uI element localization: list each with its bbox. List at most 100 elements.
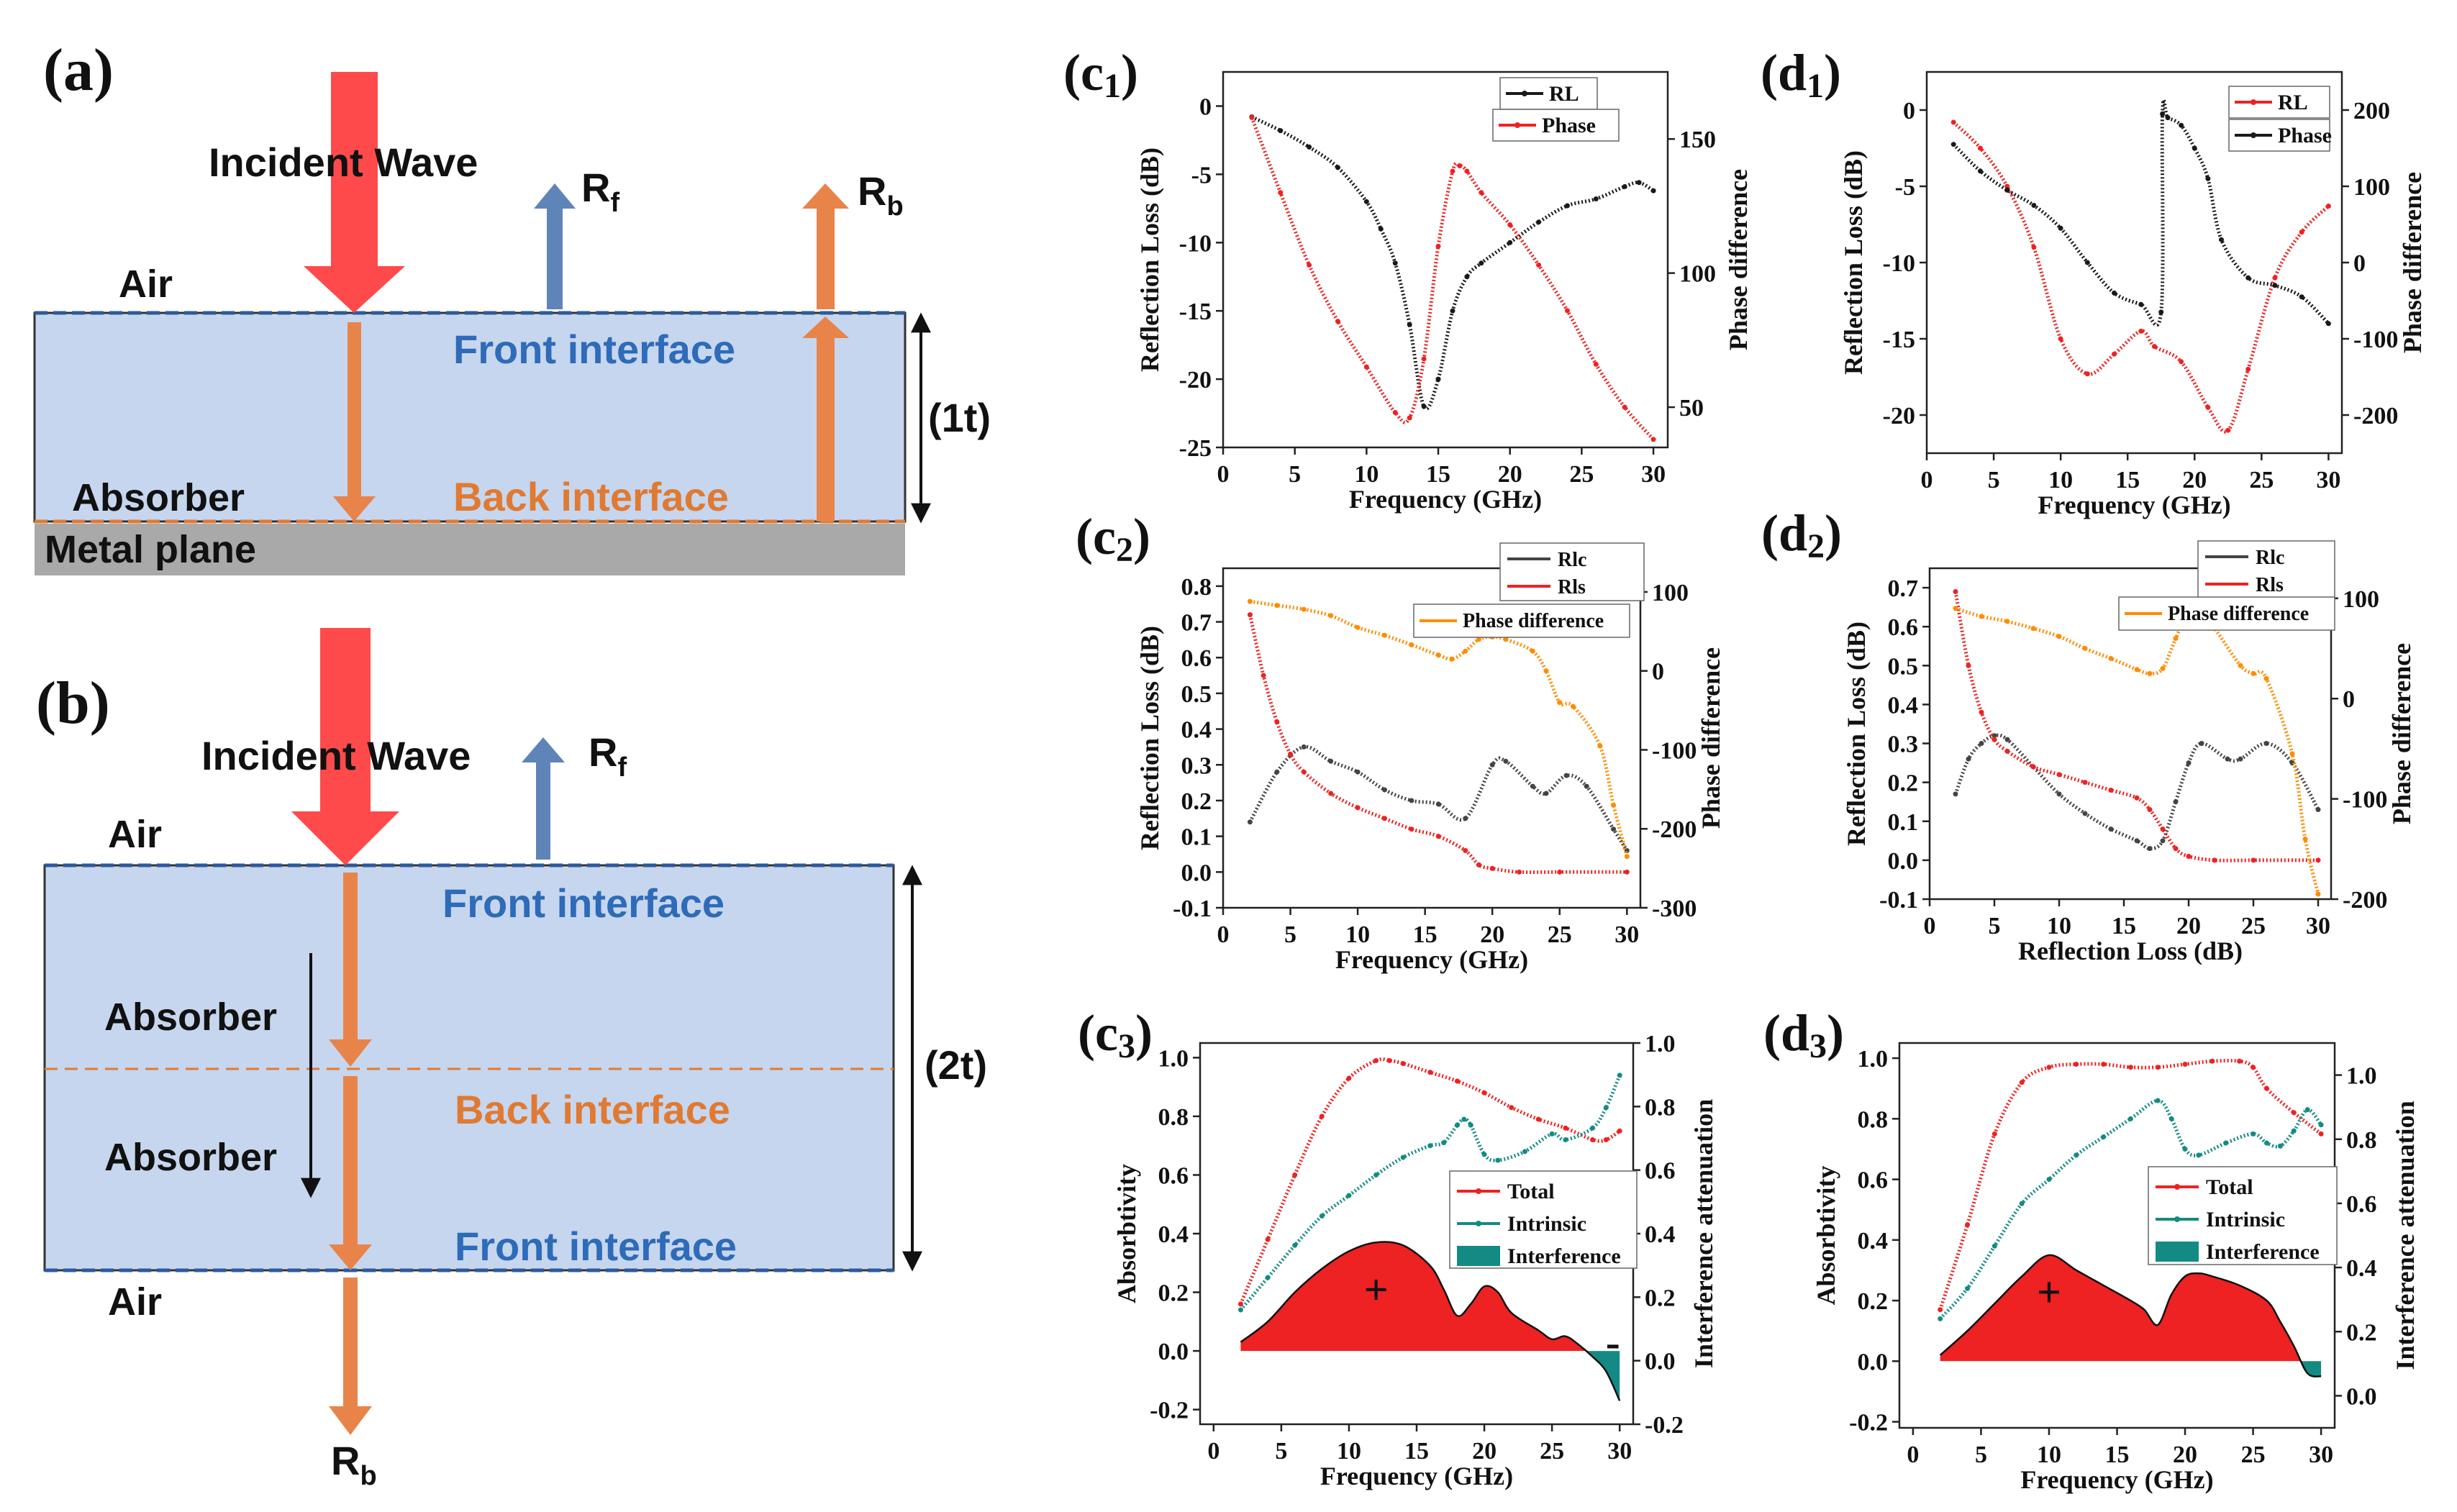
chart-label-d1: (d1) <box>1761 44 1841 105</box>
data-point <box>2158 309 2164 315</box>
chart-label-d2: (d2) <box>1761 504 1842 565</box>
data-point <box>1549 1131 1555 1137</box>
data-point <box>1590 1125 1596 1131</box>
data-point <box>1564 203 1570 209</box>
data-point <box>1953 588 1958 594</box>
y2-axis-label: Phase difference <box>1724 169 1753 350</box>
y-tick-label: -10 <box>1883 250 1915 277</box>
data-point <box>2046 1065 2052 1070</box>
transmitted-arrow-1 <box>329 873 372 1067</box>
y-tick-label: -20 <box>1179 367 1212 393</box>
air-text: Air <box>119 263 173 306</box>
data-point <box>2058 336 2063 342</box>
y-axis-label: Reflection Loss (dB) <box>1842 621 1871 846</box>
data-point <box>2056 791 2062 797</box>
data-point <box>2151 344 2157 350</box>
data-point <box>1468 1122 1473 1128</box>
data-point <box>1409 798 1414 803</box>
data-point <box>2245 366 2251 372</box>
chart-c2: (c2) 0 5 10 15 20 25 30 0.8 0.7 0.6 0.5 0.4 0.3 0.2 0.1… <box>1076 508 1725 974</box>
series-line-rls <box>1953 591 2318 862</box>
interference-area-positive <box>1240 1242 1586 1352</box>
data-point <box>1328 758 1334 764</box>
x-tick-label: 20 <box>2176 913 2201 939</box>
y-tick-label: -0.2 <box>1849 1410 1888 1436</box>
y-tick-label: -5 <box>1191 162 1212 188</box>
data-point <box>2004 737 2010 742</box>
legend-label: Phase <box>2278 124 2332 147</box>
y-tick-label: -25 <box>1179 435 1212 462</box>
data-point <box>2245 275 2251 281</box>
data-point <box>1464 168 1470 174</box>
x-tick-label: 25 <box>2241 913 2266 939</box>
data-point <box>2289 751 2295 757</box>
data-point <box>1636 180 1642 186</box>
data-point <box>2108 826 2114 832</box>
data-point <box>2315 891 2321 897</box>
data-point <box>2196 1152 2202 1158</box>
data-point <box>1328 791 1334 796</box>
y-tick-label: -10 <box>1179 230 1212 257</box>
y-axis-label: Reflection Loss (dB) <box>1135 147 1164 372</box>
plot-frame <box>1222 70 1669 449</box>
data-point <box>2251 1131 2256 1137</box>
x-tick-label: 30 <box>1607 1438 1632 1465</box>
data-point <box>1274 603 1280 609</box>
thickness-2t-text: (2t) <box>925 1042 987 1088</box>
x-axis-label: Frequency (GHz) <box>2038 491 2230 519</box>
data-point <box>1449 656 1455 662</box>
interference-area-negative <box>2300 1361 2322 1377</box>
data-point <box>1463 848 1468 854</box>
y2-tick-label: 100 <box>2353 174 2390 201</box>
data-point <box>1427 1143 1433 1149</box>
data-point <box>2299 229 2304 235</box>
series-line-phase-difference <box>1250 599 1629 857</box>
x-tick-label: 0 <box>1217 921 1230 948</box>
data-point <box>1603 1105 1609 1111</box>
legend-marker <box>1522 91 1527 96</box>
y2-tick-label: 0.8 <box>2346 1127 2377 1154</box>
data-point <box>1461 1116 1467 1122</box>
series-line-rls <box>1248 614 1627 875</box>
y-tick-label: -0.1 <box>1173 896 1212 922</box>
data-point <box>1950 119 1956 125</box>
legend-marker <box>2174 1184 2180 1190</box>
y-tick-label: 0.1 <box>1888 809 1919 836</box>
x-tick-label: 10 <box>1354 461 1379 488</box>
data-point <box>2325 321 2331 327</box>
legend-label: Rlc <box>1558 549 1586 571</box>
y-axis-label: Reflection Loss (dB) <box>1135 626 1164 850</box>
data-point <box>1328 613 1334 619</box>
data-point <box>1454 1078 1460 1084</box>
legend-swatch <box>1457 1246 1500 1266</box>
chart-d3: (d3) 0 5 10 15 20 25 30 1.0 0.8 0.6 0.4 0.2 0.0 -0.2 1.… <box>1763 1004 2420 1494</box>
data-point <box>1435 801 1441 807</box>
y-tick-label: 0.6 <box>1158 1162 1189 1189</box>
data-point <box>1617 1072 1622 1078</box>
data-point <box>1307 262 1312 268</box>
data-point <box>1603 1137 1609 1143</box>
y-axis-label: Absorbtivity <box>1112 1164 1141 1303</box>
data-point <box>1950 142 1956 147</box>
data-point <box>1617 1128 1622 1134</box>
absorber-layer <box>33 311 907 523</box>
data-point <box>2031 245 2037 250</box>
absorber-text-1: Absorber <box>104 996 277 1039</box>
data-point <box>1373 1172 1379 1178</box>
air-top-text: Air <box>108 813 162 856</box>
data-point <box>1495 1157 1501 1163</box>
legend-label: Intrinsic <box>1507 1212 1586 1236</box>
data-point <box>1979 614 1984 619</box>
data-point <box>1261 673 1266 678</box>
data-point <box>1355 624 1361 630</box>
incident-arrow-b <box>291 628 399 865</box>
data-point <box>1292 1172 1298 1178</box>
transmitted-arrow-2 <box>329 1076 372 1270</box>
y2-tick-label: 0.0 <box>2346 1383 2377 1410</box>
chart-d2: (d2) 0 5 10 15 20 25 30 0.7 0.6 0.5 0.4 0.3 0.2 0.1 0.0… <box>1761 504 2416 965</box>
data-point <box>1435 243 1441 249</box>
legend-label: Total <box>2206 1175 2253 1199</box>
data-point <box>2179 359 2184 365</box>
y2-axis-label: Phase difference <box>2387 643 2416 824</box>
data-point <box>1288 751 1294 757</box>
